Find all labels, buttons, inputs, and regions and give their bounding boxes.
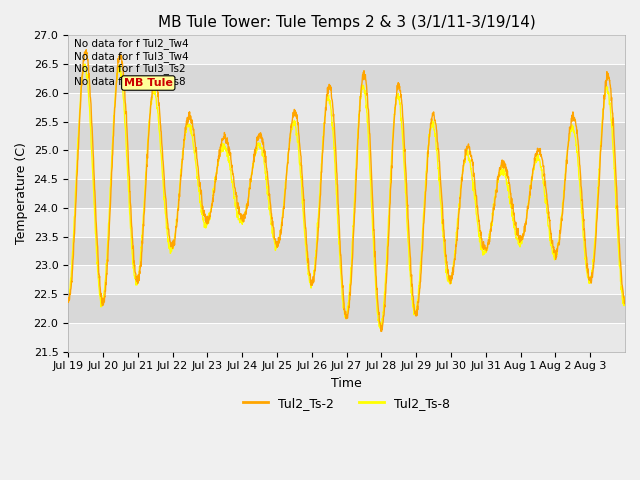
- Bar: [68, 150, 625, 179]
- Bar: [68, 294, 625, 323]
- Text: No data for f Tul2_Tw4
No data for f Tul3_Tw4
No data for f Tul3_Ts2
No data for: No data for f Tul2_Tw4 No data for f Tul…: [74, 38, 188, 87]
- Bar: [68, 323, 625, 351]
- X-axis label: Time: Time: [332, 377, 362, 390]
- Bar: [68, 208, 625, 237]
- Bar: [68, 265, 625, 294]
- Bar: [68, 64, 625, 93]
- Bar: [68, 93, 625, 121]
- Y-axis label: Temperature (C): Temperature (C): [15, 143, 28, 244]
- Title: MB Tule Tower: Tule Temps 2 & 3 (3/1/11-3/19/14): MB Tule Tower: Tule Temps 2 & 3 (3/1/11-…: [157, 15, 536, 30]
- Bar: [68, 179, 625, 208]
- Bar: [68, 36, 625, 64]
- Text: MB Tule: MB Tule: [124, 78, 173, 88]
- Legend: Tul2_Ts-2, Tul2_Ts-8: Tul2_Ts-2, Tul2_Ts-8: [238, 392, 455, 415]
- Bar: [68, 121, 625, 150]
- Bar: [68, 237, 625, 265]
